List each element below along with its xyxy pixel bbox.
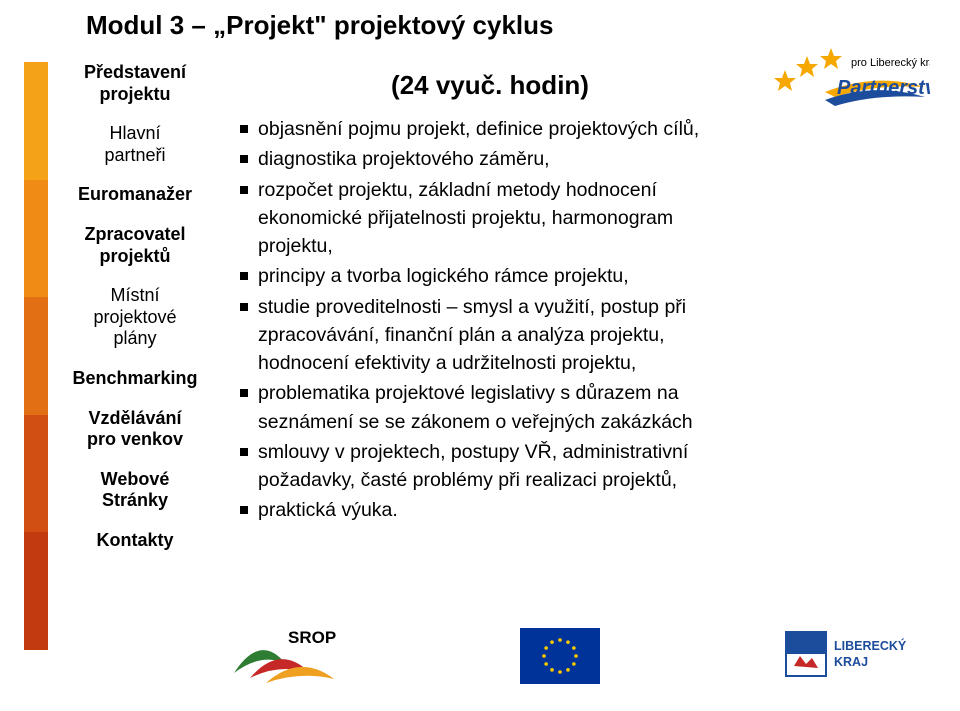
logo-partnerstvi: pro Liberecký kraj Partnerství [765, 42, 930, 122]
accent-bar [24, 62, 48, 180]
accent-bar [24, 297, 48, 415]
sidebar-item-line: partneři [50, 145, 220, 167]
sidebar-accent-bars [24, 62, 48, 650]
bullet-list: objasnění pojmu projekt, definice projek… [240, 115, 740, 525]
sidebar-item-line: pro venkov [50, 429, 220, 451]
sidebar-item-line: Benchmarking [50, 368, 220, 390]
bullet-item: objasnění pojmu projekt, definice projek… [240, 115, 740, 143]
logo-line2: Partnerství [837, 77, 930, 99]
sidebar-item-line: plány [50, 328, 220, 350]
sidebar-item-line: Stránky [50, 490, 220, 512]
sidebar-item: Zpracovatelprojektů [50, 224, 220, 267]
sidebar-item-line: Místní [50, 285, 220, 307]
sidebar-item-line: projektu [50, 84, 220, 106]
accent-bar [24, 532, 48, 650]
logo-kraj-label-1: LIBERECKÝ [834, 638, 907, 653]
sidebar-item: Euromanažer [50, 184, 220, 206]
slide-title: Modul 3 – „Projekt" projektový cyklus [86, 10, 553, 41]
logo-liberecky-kraj: LIBERECKÝ KRAJ [780, 626, 930, 686]
logo-srop: SROP [230, 623, 340, 689]
sidebar-item-line: Vzdělávání [50, 408, 220, 430]
logo-line1: pro Liberecký kraj [851, 57, 930, 69]
sidebar-item-line: Kontakty [50, 530, 220, 552]
accent-bar [24, 415, 48, 533]
stars-icon [774, 48, 842, 91]
content-subheading: (24 vyuč. hodin) [240, 70, 740, 101]
accent-bar [24, 180, 48, 298]
bullet-item: studie proveditelnosti – smysl a využití… [240, 293, 740, 378]
bullet-item: diagnostika projektového záměru, [240, 145, 740, 173]
content-area: (24 vyuč. hodin) objasnění pojmu projekt… [240, 70, 740, 527]
sidebar: Představeníprojektu Hlavnípartneři Euroman… [50, 62, 220, 570]
footer-logos: SROP LIBERECKÝ KRAJ [230, 621, 930, 691]
sidebar-item: WebovéStránky [50, 469, 220, 512]
bullet-item: principy a tvorba logického rámce projek… [240, 262, 740, 290]
bullet-item: problematika projektové legislativy s dů… [240, 379, 740, 436]
sidebar-item-line: Představení [50, 62, 220, 84]
sidebar-item: Hlavnípartneři [50, 123, 220, 166]
bullet-item: praktická výuka. [240, 496, 740, 524]
logo-eu [520, 628, 600, 684]
sidebar-item: Místníprojektovéplány [50, 285, 220, 350]
sidebar-item: Vzdělávánípro venkov [50, 408, 220, 451]
bullet-item: smlouvy v projektech, postupy VŘ, admini… [240, 438, 740, 495]
sidebar-item: Představeníprojektu [50, 62, 220, 105]
sidebar-item-line: Zpracovatel [50, 224, 220, 246]
sidebar-item: Benchmarking [50, 368, 220, 390]
sidebar-item: Kontakty [50, 530, 220, 552]
bullet-item: rozpočet projektu, základní metody hodno… [240, 176, 740, 261]
sidebar-item-line: Webové [50, 469, 220, 491]
logo-kraj-label-2: KRAJ [834, 655, 868, 669]
sidebar-item-line: Euromanažer [50, 184, 220, 206]
sidebar-item-line: Hlavní [50, 123, 220, 145]
sidebar-item-line: projektové [50, 307, 220, 329]
logo-srop-label: SROP [288, 628, 336, 647]
sidebar-item-line: projektů [50, 246, 220, 268]
